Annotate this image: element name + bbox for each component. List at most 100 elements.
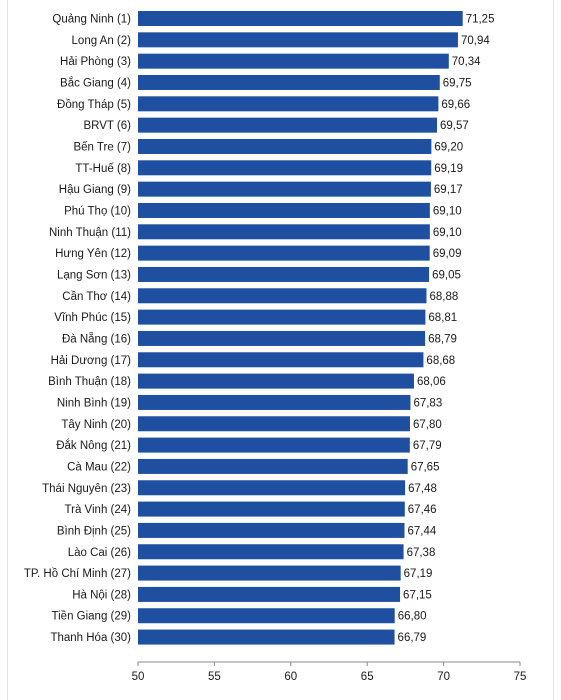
bar [138,96,439,112]
value-label: 68,79 [428,333,457,345]
category-label: Lào Cai (26) [68,547,131,559]
x-tick-label: 70 [437,671,450,683]
bar [138,437,410,453]
bar [138,416,410,432]
bar [138,629,395,645]
x-tick-label: 55 [208,671,221,683]
bar [138,138,432,154]
bar [138,394,411,410]
bar [138,330,426,346]
value-label: 67,79 [413,440,442,452]
bar [138,288,427,304]
value-labels-group: 71,25 70,94 70,34 69,75 69,66 69,57 69,20 69,19… [398,14,495,645]
bar [138,608,395,624]
bar [138,202,430,218]
chart-frame [7,0,554,700]
value-label: 67,15 [403,589,432,601]
bar [138,458,408,474]
bar [138,544,404,560]
value-label: 67,44 [407,525,436,537]
bar [138,373,414,389]
category-label: Hải Dương (17) [51,355,132,367]
category-label: Phú Thọ (10) [64,205,131,217]
bar [138,53,449,69]
value-label: 67,46 [408,504,437,516]
x-tick-label: 75 [514,671,527,683]
value-label: 68,88 [429,291,458,303]
category-label: Vĩnh Phúc (15) [54,312,131,324]
bar [138,224,430,240]
value-label: 69,20 [434,141,463,153]
category-labels-group: Quảng Ninh (1) Long An (2) Hải Phòng (3) Bắ… [24,14,131,645]
value-label: 69,09 [433,248,462,260]
x-tick-label: 50 [132,671,145,683]
bar [138,117,438,133]
bar [138,480,406,496]
category-label: Thái Nguyên (23) [42,483,131,495]
bar [138,501,405,517]
category-label: Trà Vinh (24) [65,504,132,516]
value-label: 67,80 [413,419,442,431]
bar [138,309,426,325]
bar [138,32,458,48]
x-tick-label: 65 [361,671,374,683]
value-label: 67,48 [408,483,437,495]
category-label: Đà Nẵng (16) [62,332,131,345]
value-label: 69,19 [434,163,463,175]
category-label: Lạng Sơn (13) [57,269,131,281]
value-label: 68,68 [426,355,455,367]
value-label: 67,38 [407,547,436,559]
value-label: 66,80 [398,611,427,623]
value-label: 67,65 [411,461,440,473]
value-label: 69,05 [432,269,461,281]
bar [138,565,401,581]
x-tick-label: 60 [284,671,297,683]
value-label: 68,81 [428,312,457,324]
bars-group [138,11,463,645]
category-label: Cà Mau (22) [67,461,131,473]
value-label: 71,25 [466,14,495,26]
value-label: 69,75 [443,77,472,89]
value-label: 69,17 [434,184,463,196]
value-label: 70,34 [452,56,481,68]
category-label: Bình Định (25) [57,525,131,537]
x-ticks-group: 50 55 60 65 70 75 [132,662,527,683]
category-label: TT-Huế (8) [75,163,131,175]
bar [138,522,405,538]
category-label: Quảng Ninh (1) [52,14,131,26]
category-label: Bến Tre (7) [73,141,131,153]
category-label: Hải Phòng (3) [60,56,131,68]
value-label: 66,79 [398,632,427,644]
category-label: Hậu Giang (9) [59,184,131,196]
bar [138,181,431,197]
value-label: 69,10 [433,227,462,239]
category-label: Thanh Hóa (30) [50,632,131,644]
value-label: 69,10 [433,205,462,217]
category-label: Tây Ninh (20) [61,419,131,431]
bar [138,586,401,602]
category-label: TP. Hồ Chí Minh (27) [24,568,131,580]
category-label: Đắk Nông (21) [56,439,131,452]
value-label: 67,83 [413,397,442,409]
category-label: Tiền Giang (29) [52,611,132,623]
category-label: Ninh Thuận (11) [49,227,131,239]
category-label: BRVT (6) [83,120,131,132]
category-label: Bình Thuận (18) [48,376,131,388]
bar [138,160,432,176]
category-label: Hưng Yên (12) [55,248,131,260]
bar [138,245,430,261]
category-label: Ninh Bình (19) [57,397,131,409]
bar [138,352,424,368]
value-label: 69,66 [441,99,470,111]
category-label: Đồng Tháp (5) [57,99,131,111]
value-label: 70,94 [461,35,490,47]
value-label: 69,57 [440,120,469,132]
value-label: 68,06 [417,376,446,388]
bar [138,11,463,26]
bar [138,266,430,282]
category-label: Cần Thơ (14) [62,291,131,303]
category-label: Long An (2) [72,35,132,47]
category-label: Bắc Giang (4) [60,76,131,89]
bar [138,74,440,90]
